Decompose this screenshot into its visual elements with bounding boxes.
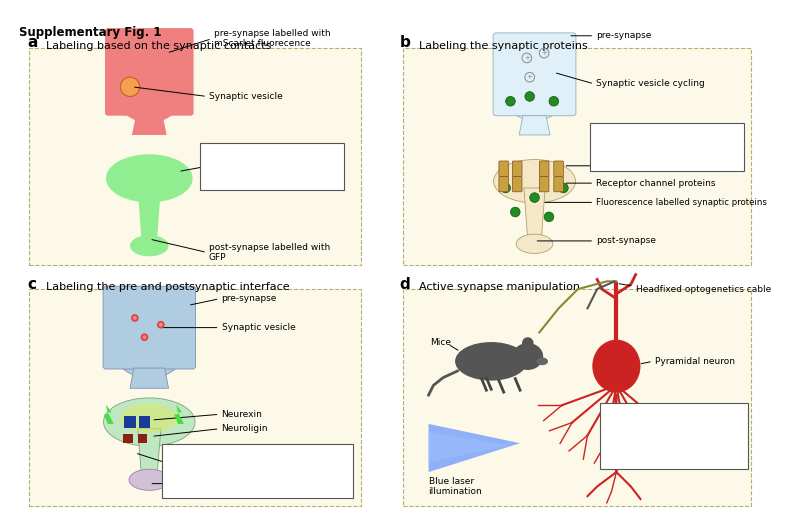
FancyBboxPatch shape — [590, 123, 743, 171]
FancyBboxPatch shape — [539, 161, 549, 176]
Circle shape — [142, 335, 146, 339]
Circle shape — [141, 333, 148, 341]
Text: post-synapse labelled with
GFP: post-synapse labelled with GFP — [209, 243, 330, 262]
Circle shape — [133, 316, 137, 320]
FancyBboxPatch shape — [499, 161, 509, 176]
Ellipse shape — [120, 404, 178, 432]
Circle shape — [530, 193, 539, 202]
Ellipse shape — [455, 342, 527, 381]
Text: Fluorescence labelled synaptic proteins: Fluorescence labelled synaptic proteins — [596, 198, 767, 207]
Text: Labeling the pre and postsynaptic interface: Labeling the pre and postsynaptic interf… — [46, 282, 290, 293]
Text: Blue laser
illumination: Blue laser illumination — [429, 477, 482, 496]
Text: b: b — [400, 35, 410, 50]
Ellipse shape — [537, 357, 548, 365]
FancyBboxPatch shape — [512, 176, 522, 192]
FancyBboxPatch shape — [123, 434, 133, 443]
FancyBboxPatch shape — [600, 403, 748, 469]
Ellipse shape — [494, 160, 575, 203]
FancyBboxPatch shape — [554, 176, 563, 192]
Ellipse shape — [496, 34, 573, 120]
Text: pre-synapse: pre-synapse — [222, 294, 277, 303]
Text: +: + — [542, 50, 547, 56]
Text: Mice: Mice — [430, 338, 451, 347]
Text: pre-synapse labelled with
mScarlet fluorecence: pre-synapse labelled with mScarlet fluor… — [214, 29, 330, 48]
Ellipse shape — [103, 398, 195, 446]
Ellipse shape — [522, 337, 534, 349]
Ellipse shape — [108, 31, 190, 123]
Circle shape — [510, 207, 520, 217]
FancyBboxPatch shape — [29, 48, 361, 265]
Circle shape — [131, 314, 138, 322]
Ellipse shape — [512, 343, 543, 370]
FancyBboxPatch shape — [105, 28, 194, 116]
Polygon shape — [519, 116, 550, 135]
Text: Neurexin: Neurexin — [222, 410, 262, 419]
FancyBboxPatch shape — [402, 289, 751, 506]
Text: Pre and postsynapse
fluoresence colocalization is the
marker of synaptic contact: Pre and postsynapse fluoresence colocali… — [205, 144, 343, 174]
Text: Labeling the synaptic proteins: Labeling the synaptic proteins — [419, 41, 588, 50]
Circle shape — [558, 183, 568, 193]
Text: Labeling based on the synaptic contacts: Labeling based on the synaptic contacts — [46, 41, 272, 50]
Text: +: + — [526, 74, 533, 80]
Text: Supplementary Fig. 1: Supplementary Fig. 1 — [19, 26, 162, 39]
Text: Synaptic vesicle cycling: Synaptic vesicle cycling — [596, 80, 705, 89]
Text: Receptor channel proteins: Receptor channel proteins — [596, 179, 716, 188]
Text: Synaptic proteins are
labelled with the fluorescence
reporter (green): Synaptic proteins are labelled with the … — [594, 132, 724, 162]
FancyBboxPatch shape — [554, 161, 563, 176]
FancyBboxPatch shape — [200, 143, 344, 190]
Text: Blue laser illumination leads
to the shrinkage of the
targeted spines activated
: Blue laser illumination leads to the shr… — [604, 417, 726, 456]
Text: Neuroligin: Neuroligin — [222, 424, 268, 433]
Circle shape — [549, 96, 558, 106]
FancyBboxPatch shape — [512, 161, 522, 176]
FancyBboxPatch shape — [124, 416, 136, 428]
FancyBboxPatch shape — [138, 434, 147, 443]
Ellipse shape — [516, 234, 553, 253]
FancyBboxPatch shape — [539, 176, 549, 192]
Ellipse shape — [106, 154, 193, 202]
Circle shape — [159, 323, 162, 326]
Ellipse shape — [129, 469, 170, 490]
FancyBboxPatch shape — [499, 176, 509, 192]
FancyBboxPatch shape — [402, 48, 751, 265]
Text: +: + — [524, 55, 530, 61]
Ellipse shape — [106, 287, 193, 378]
Ellipse shape — [592, 340, 641, 393]
Circle shape — [157, 321, 165, 329]
Text: Synaptic vesicle: Synaptic vesicle — [222, 323, 295, 332]
Text: Active synapse manipulation: Active synapse manipulation — [419, 282, 580, 293]
Text: Synaptic vesicle: Synaptic vesicle — [209, 92, 282, 101]
Polygon shape — [130, 368, 169, 388]
Circle shape — [544, 212, 554, 222]
Text: d: d — [400, 277, 410, 292]
Text: Headfixed optogenetics cable: Headfixed optogenetics cable — [636, 285, 771, 294]
Circle shape — [501, 183, 510, 193]
Text: post-synapse: post-synapse — [207, 479, 267, 488]
Polygon shape — [132, 116, 166, 135]
Polygon shape — [104, 404, 114, 424]
Text: pre-synapse: pre-synapse — [596, 31, 651, 40]
Text: Interaction of neurexin and
neuroligin reconstitute the
split GFP and fluoresenc: Interaction of neurexin and neuroligin r… — [166, 456, 283, 486]
Circle shape — [525, 92, 534, 101]
FancyBboxPatch shape — [29, 289, 361, 506]
Polygon shape — [429, 424, 520, 472]
Text: Pyramidal neuron: Pyramidal neuron — [655, 357, 735, 366]
Polygon shape — [138, 188, 161, 241]
Text: post-synapse: post-synapse — [596, 236, 656, 245]
Polygon shape — [174, 404, 184, 424]
Ellipse shape — [130, 235, 169, 257]
Polygon shape — [138, 429, 161, 477]
Polygon shape — [524, 188, 545, 241]
FancyBboxPatch shape — [138, 416, 150, 428]
FancyBboxPatch shape — [493, 33, 576, 116]
Circle shape — [506, 96, 515, 106]
FancyBboxPatch shape — [162, 444, 354, 498]
FancyBboxPatch shape — [103, 286, 195, 369]
Circle shape — [120, 77, 140, 96]
Text: c: c — [27, 277, 36, 292]
Text: a: a — [27, 35, 38, 50]
Polygon shape — [429, 431, 510, 463]
